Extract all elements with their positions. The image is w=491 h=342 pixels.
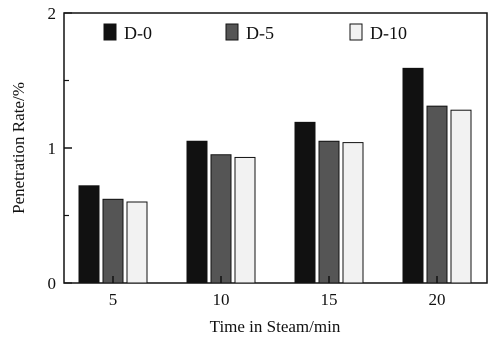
- legend-swatch-d-10: [349, 23, 363, 41]
- y-tick-label: 0: [48, 274, 57, 293]
- legend-label-d-5: D-5: [246, 23, 274, 43]
- y-tick-label: 2: [48, 4, 57, 23]
- y-axis-title: Penetration Rate/%: [9, 82, 28, 214]
- bar-d-5-15: [318, 140, 340, 284]
- axes-group: 0 1 2 5 10 15 20: [48, 4, 446, 309]
- legend: D-0 D-5 D-10: [103, 23, 407, 43]
- legend-swatch-d-5: [225, 23, 239, 41]
- legend-label-d-0: D-0: [124, 23, 152, 43]
- x-tick-label: 10: [213, 290, 230, 309]
- bar-d-10-15: [342, 142, 364, 284]
- bar-d-10-5: [126, 201, 148, 284]
- x-tick-label: 15: [321, 290, 338, 309]
- bar-d-5-20: [426, 105, 448, 284]
- x-axis-title: Time in Steam/min: [210, 317, 341, 336]
- bars-group: [78, 67, 472, 284]
- x-tick-label: 5: [109, 290, 118, 309]
- x-tick-label: 20: [429, 290, 446, 309]
- bar-d-0-20: [402, 67, 424, 284]
- bar-d-10-10: [234, 156, 256, 284]
- bar-d-5-5: [102, 198, 124, 284]
- legend-label-d-10: D-10: [370, 23, 407, 43]
- bar-d-0-10: [186, 140, 208, 284]
- y-tick-label: 1: [48, 139, 57, 158]
- bar-d-0-5: [78, 185, 100, 284]
- legend-swatch-d-0: [103, 23, 117, 41]
- bar-d-5-10: [210, 154, 232, 284]
- bar-d-0-15: [294, 121, 316, 284]
- bar-d-10-20: [450, 109, 472, 284]
